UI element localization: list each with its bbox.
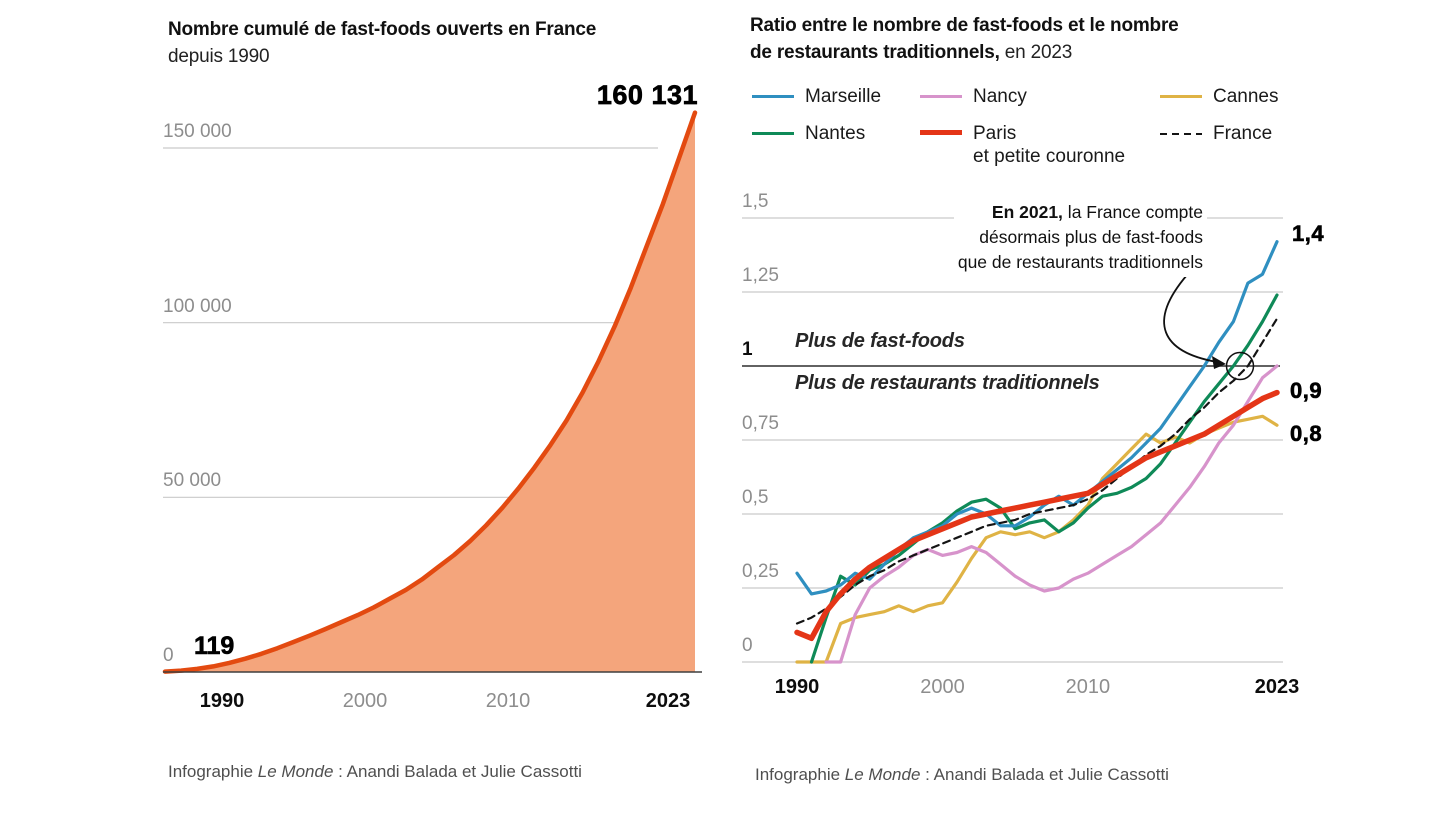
y-axis-tick-label: 1 xyxy=(742,339,753,360)
y-axis-tick-label: 0,5 xyxy=(742,487,769,508)
legend-item-nantes: Nantes xyxy=(752,123,865,145)
y-axis-tick-label: 1,25 xyxy=(742,265,779,286)
zone-label-below: Plus de restaurants traditionnels xyxy=(795,372,1100,394)
line-series-france xyxy=(795,317,1279,625)
y-axis-tick-label: 150 000 xyxy=(163,121,232,142)
line-series-marseille xyxy=(795,240,1279,596)
x-axis-tick-label: 2010 xyxy=(485,690,531,712)
right-line-chart: 1,5 1,25 1 0,75 0,5 0,25 0 1990 2000 2010 2023 Pl… xyxy=(735,180,1345,720)
legend-swatch-icon xyxy=(752,95,794,98)
annotation-arrowhead xyxy=(1212,356,1226,369)
legend-item-france: France xyxy=(1160,123,1272,145)
credit-authors: : Anandi Balada et Julie Cassotti xyxy=(333,762,582,781)
x-axis-tick-label: 1990 xyxy=(199,690,245,712)
x-axis-tick-label: 2000 xyxy=(920,676,965,698)
credit-prefix: Infographie xyxy=(755,765,845,784)
y-axis-tick-label: 0,75 xyxy=(742,413,779,434)
credit-prefix: Infographie xyxy=(168,762,258,781)
area-series-line xyxy=(162,110,698,674)
annotation-callout: En 2021, la France compte désormais plus… xyxy=(953,198,1207,277)
legend-label-line2: et petite couronne xyxy=(973,146,1126,167)
x-axis-tick-label: 2023 xyxy=(645,690,691,712)
x-axis-tick-label: 2010 xyxy=(1065,676,1111,698)
x-axis-tick-label: 1990 xyxy=(774,676,820,698)
legend-swatch-icon xyxy=(752,132,794,135)
legend-swatch-icon xyxy=(920,130,962,135)
legend-label: Nantes xyxy=(805,123,866,144)
zone-label-above: Plus de fast-foods xyxy=(795,330,965,352)
y-axis-tick-label: 100 000 xyxy=(163,295,232,317)
credit-brand: Le Monde xyxy=(844,765,921,784)
legend-item-marseille: Marseille xyxy=(752,86,881,108)
legend-label: Paris xyxy=(973,123,1017,144)
end-label-cannes: 0,8 xyxy=(1290,421,1323,447)
legend-label: Marseille xyxy=(805,86,882,107)
left-area-chart-canvas xyxy=(162,110,702,674)
legend-label: Nancy xyxy=(973,86,1027,107)
left-credit-line: Infographie Le Monde : Anandi Balada et … xyxy=(168,762,582,782)
annotation-line3: que de restaurants traditionnels xyxy=(957,252,1203,272)
x-axis-tick-label: 2000 xyxy=(342,690,388,712)
annotation-line1: la France compte xyxy=(1062,202,1203,222)
y-axis-tick-label: 0 xyxy=(742,635,753,656)
line-series-cannes xyxy=(795,414,1279,664)
line-series-nancy xyxy=(824,364,1279,664)
legend-swatch-icon xyxy=(1160,132,1202,135)
threshold-circle-marker xyxy=(1225,351,1255,381)
left-chart-title: Nombre cumulé de fast-foods ouverts en F… xyxy=(168,16,596,70)
annotation-line2: désormais plus de fast-foods xyxy=(979,227,1203,247)
left-chart-title-bold: Nombre cumulé de fast-foods ouverts en F… xyxy=(168,19,597,40)
right-line-chart-canvas xyxy=(742,217,1283,664)
right-chart-title-bold2: de restaurants traditionnels, xyxy=(750,42,1000,63)
credit-brand: Le Monde xyxy=(257,762,334,781)
y-axis-tick-label: 1,5 xyxy=(742,191,769,212)
right-chart-title: Ratio entre le nombre de fast-foods et l… xyxy=(750,12,1179,66)
y-axis-tick-label: 0 xyxy=(163,645,174,666)
line-series-paris-et-petite-couronne xyxy=(794,389,1280,642)
end-label-paris: 0,9 xyxy=(1290,378,1323,404)
legend-item-cannes: Cannes xyxy=(1160,86,1279,108)
left-area-chart: 150 000 100 000 50 000 0 1990 2000 2010 2023 1… xyxy=(150,90,720,740)
legend: Marseille Nancy Cannes Nantes Paris et petite… xyxy=(735,80,1345,176)
credit-authors: : Anandi Balada et Julie Cassotti xyxy=(920,765,1169,784)
left-chart-subtitle: depuis 1990 xyxy=(168,46,270,67)
legend-item-paris: Paris et petite couronne xyxy=(920,123,1125,168)
legend-label: France xyxy=(1213,123,1273,144)
left-chart-end-value: 160 131 xyxy=(596,80,698,111)
area-series-fill xyxy=(165,112,695,673)
x-axis-tick-label: 2023 xyxy=(1254,676,1300,698)
y-axis-tick-label: 0,25 xyxy=(742,561,779,582)
end-label-marseille: 1,4 xyxy=(1292,221,1325,247)
legend-swatch-icon xyxy=(1160,95,1202,98)
annotation-arrow xyxy=(1163,274,1218,363)
legend-label: Cannes xyxy=(1213,86,1279,107)
legend-swatch-icon xyxy=(920,95,962,98)
y-axis-tick-label: 50 000 xyxy=(163,470,222,492)
right-chart-title-bold1: Ratio entre le nombre de fast-foods et l… xyxy=(750,15,1179,36)
right-credit-line: Infographie Le Monde : Anandi Balada et … xyxy=(755,765,1169,785)
annotation-bold: En 2021, xyxy=(991,202,1063,222)
legend-item-nancy: Nancy xyxy=(920,86,1027,108)
right-chart-title-suffix: en 2023 xyxy=(999,42,1073,63)
left-chart-start-value: 119 xyxy=(194,632,235,661)
